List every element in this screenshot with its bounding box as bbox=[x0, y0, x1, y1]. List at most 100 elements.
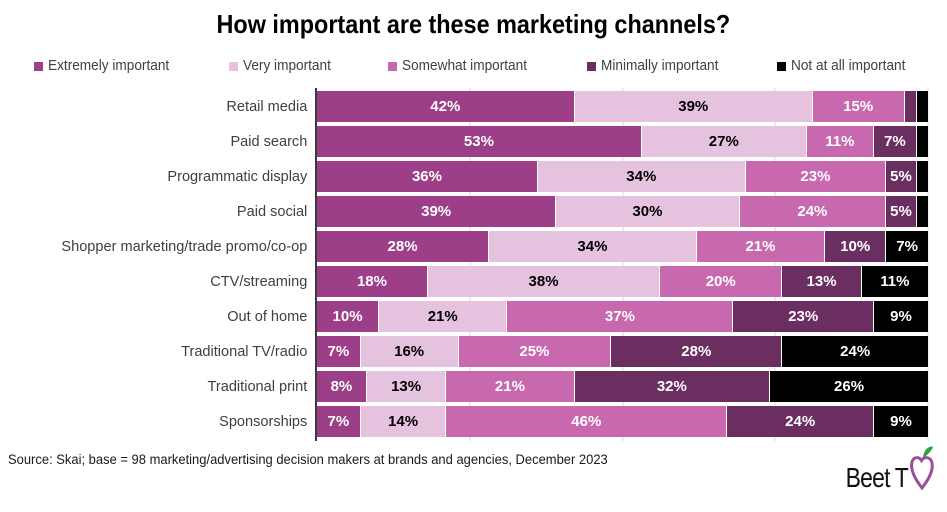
bar-segment: 34% bbox=[536, 161, 745, 192]
bar-segment: 7% bbox=[317, 406, 360, 437]
bar-segment bbox=[915, 91, 928, 122]
legend-label: Somewhat important bbox=[401, 58, 527, 74]
category-label: Retail media bbox=[226, 98, 308, 115]
category-label: Traditional TV/radio bbox=[181, 343, 308, 360]
beet-v-icon bbox=[910, 446, 934, 491]
bar-segment: 28% bbox=[317, 231, 489, 262]
source-note: Source: Skai; base = 98 marketing/advert… bbox=[8, 452, 608, 467]
bar-segment: 25% bbox=[457, 336, 611, 367]
category-label: Traditional print bbox=[207, 378, 308, 395]
bar-segment bbox=[915, 126, 928, 157]
bar-row: Retail media 42% 39% 15% bbox=[0, 91, 947, 122]
bar-segment: 21% bbox=[378, 301, 507, 332]
legend-swatch-icon bbox=[586, 61, 596, 71]
bar-segment: 27% bbox=[640, 126, 806, 157]
bar-segment: 28% bbox=[610, 336, 782, 367]
bar-track: 7% 14% 46% 24% 9% bbox=[317, 406, 928, 437]
bar-segment: 9% bbox=[872, 406, 928, 437]
bar-segment: 8% bbox=[317, 371, 366, 402]
chart-title: How important are these marketing channe… bbox=[216, 9, 731, 39]
legend-item: Minimally important bbox=[586, 58, 726, 74]
bar-segment: 39% bbox=[317, 196, 556, 227]
bar-row: Paid social 39% 30% 24% 5% bbox=[0, 196, 947, 227]
bar-segment: 30% bbox=[555, 196, 739, 227]
legend-item: Not at all important bbox=[777, 58, 913, 74]
bar-row: Out of home 10% 21% 37% 23% 9% bbox=[0, 301, 947, 332]
bar-row: Programmatic display 36% 34% 23% 5% bbox=[0, 161, 947, 192]
bar-segment: 13% bbox=[365, 371, 446, 402]
bar-segment: 34% bbox=[488, 231, 696, 262]
category-label: Programmatic display bbox=[167, 168, 308, 185]
bar-segment: 23% bbox=[732, 301, 873, 332]
bar-row: Traditional TV/radio 7% 16% 25% 28% 24% bbox=[0, 336, 947, 367]
bar-track: 39% 30% 24% 5% bbox=[317, 196, 928, 227]
bar-segment: 10% bbox=[317, 301, 379, 332]
category-label: Shopper marketing/trade promo/co-op bbox=[61, 238, 308, 255]
bar-segment: 53% bbox=[317, 126, 641, 157]
bar-segment: 24% bbox=[726, 406, 873, 437]
gridline bbox=[469, 88, 471, 441]
category-label: Paid search bbox=[230, 133, 308, 150]
bar-segment: 24% bbox=[781, 336, 928, 367]
legend-label: Not at all important bbox=[791, 58, 906, 74]
legend: Extremely important Very important Somewha… bbox=[0, 57, 947, 75]
bar-segment bbox=[903, 91, 916, 122]
bar-track: 53% 27% 11% 7% bbox=[317, 126, 928, 157]
beettv-logo-text: Beet T bbox=[845, 462, 909, 493]
bar-track: 10% 21% 37% 23% 9% bbox=[317, 301, 928, 332]
bar-track: 8% 13% 21% 32% 26% bbox=[317, 371, 928, 402]
bar-segment: 21% bbox=[445, 371, 574, 402]
legend-swatch-icon bbox=[387, 61, 397, 71]
bar-segment: 37% bbox=[506, 301, 733, 332]
legend-label: Very important bbox=[242, 58, 331, 74]
y-axis-line bbox=[315, 88, 317, 441]
legend-item: Somewhat important bbox=[387, 58, 535, 74]
bar-row: Paid search 53% 27% 11% 7% bbox=[0, 126, 947, 157]
bar-track: 36% 34% 23% 5% bbox=[317, 161, 928, 192]
bar-segment: 36% bbox=[317, 161, 537, 192]
bar-segment: 5% bbox=[885, 161, 916, 192]
bar-segment bbox=[915, 196, 928, 227]
bar-segment: 9% bbox=[872, 301, 928, 332]
bar-row: Shopper marketing/trade promo/co-op 28% 34… bbox=[0, 231, 947, 262]
bar-segment: 18% bbox=[317, 266, 427, 297]
legend-swatch-icon bbox=[34, 61, 43, 71]
category-label: CTV/streaming bbox=[210, 273, 308, 290]
bar-segment: 13% bbox=[781, 266, 861, 297]
bar-segment: 14% bbox=[359, 406, 446, 437]
gridline bbox=[774, 88, 776, 441]
beet-leaf-icon bbox=[923, 446, 933, 458]
bar-segment bbox=[915, 161, 928, 192]
bar-track: 18% 38% 20% 13% 11% bbox=[317, 266, 928, 297]
bar-segment: 7% bbox=[873, 126, 916, 157]
bar-row: CTV/streaming 18% 38% 20% 13% 11% bbox=[0, 266, 947, 297]
category-label: Out of home bbox=[227, 308, 308, 325]
chart-rows: Retail media 42% 39% 15% Paid search 53% 27% 11… bbox=[0, 91, 947, 441]
bar-segment: 7% bbox=[317, 336, 360, 367]
gridlines bbox=[317, 88, 929, 441]
beettv-logo: Beet T bbox=[832, 444, 937, 492]
bar-row: Sponsorships 7% 14% 46% 24% 9% bbox=[0, 406, 947, 437]
bar-segment: 23% bbox=[744, 161, 886, 192]
legend-item: Extremely important bbox=[34, 58, 177, 74]
bar-track: 42% 39% 15% bbox=[317, 91, 928, 122]
gridline bbox=[927, 88, 929, 441]
bar-track: 7% 16% 25% 28% 24% bbox=[317, 336, 928, 367]
plot-area: Retail media 42% 39% 15% Paid search 53% 27% 11… bbox=[0, 88, 947, 441]
category-label: Paid social bbox=[236, 203, 308, 220]
bar-segment: 11% bbox=[805, 126, 873, 157]
bar-segment: 38% bbox=[426, 266, 660, 297]
bar-segment: 26% bbox=[769, 371, 928, 402]
legend-swatch-icon bbox=[228, 61, 238, 71]
page-title: How important are these marketing channe… bbox=[0, 9, 947, 40]
bar-track: 28% 34% 21% 10% 7% bbox=[317, 231, 928, 262]
bar-segment: 46% bbox=[445, 406, 727, 437]
bar-segment: 10% bbox=[824, 231, 886, 262]
bar-segment: 24% bbox=[738, 196, 886, 227]
bar-segment: 15% bbox=[811, 91, 904, 122]
bar-segment: 42% bbox=[317, 91, 574, 122]
bar-segment: 7% bbox=[885, 231, 928, 262]
beet-root-icon bbox=[910, 456, 934, 491]
bar-segment: 32% bbox=[573, 371, 770, 402]
